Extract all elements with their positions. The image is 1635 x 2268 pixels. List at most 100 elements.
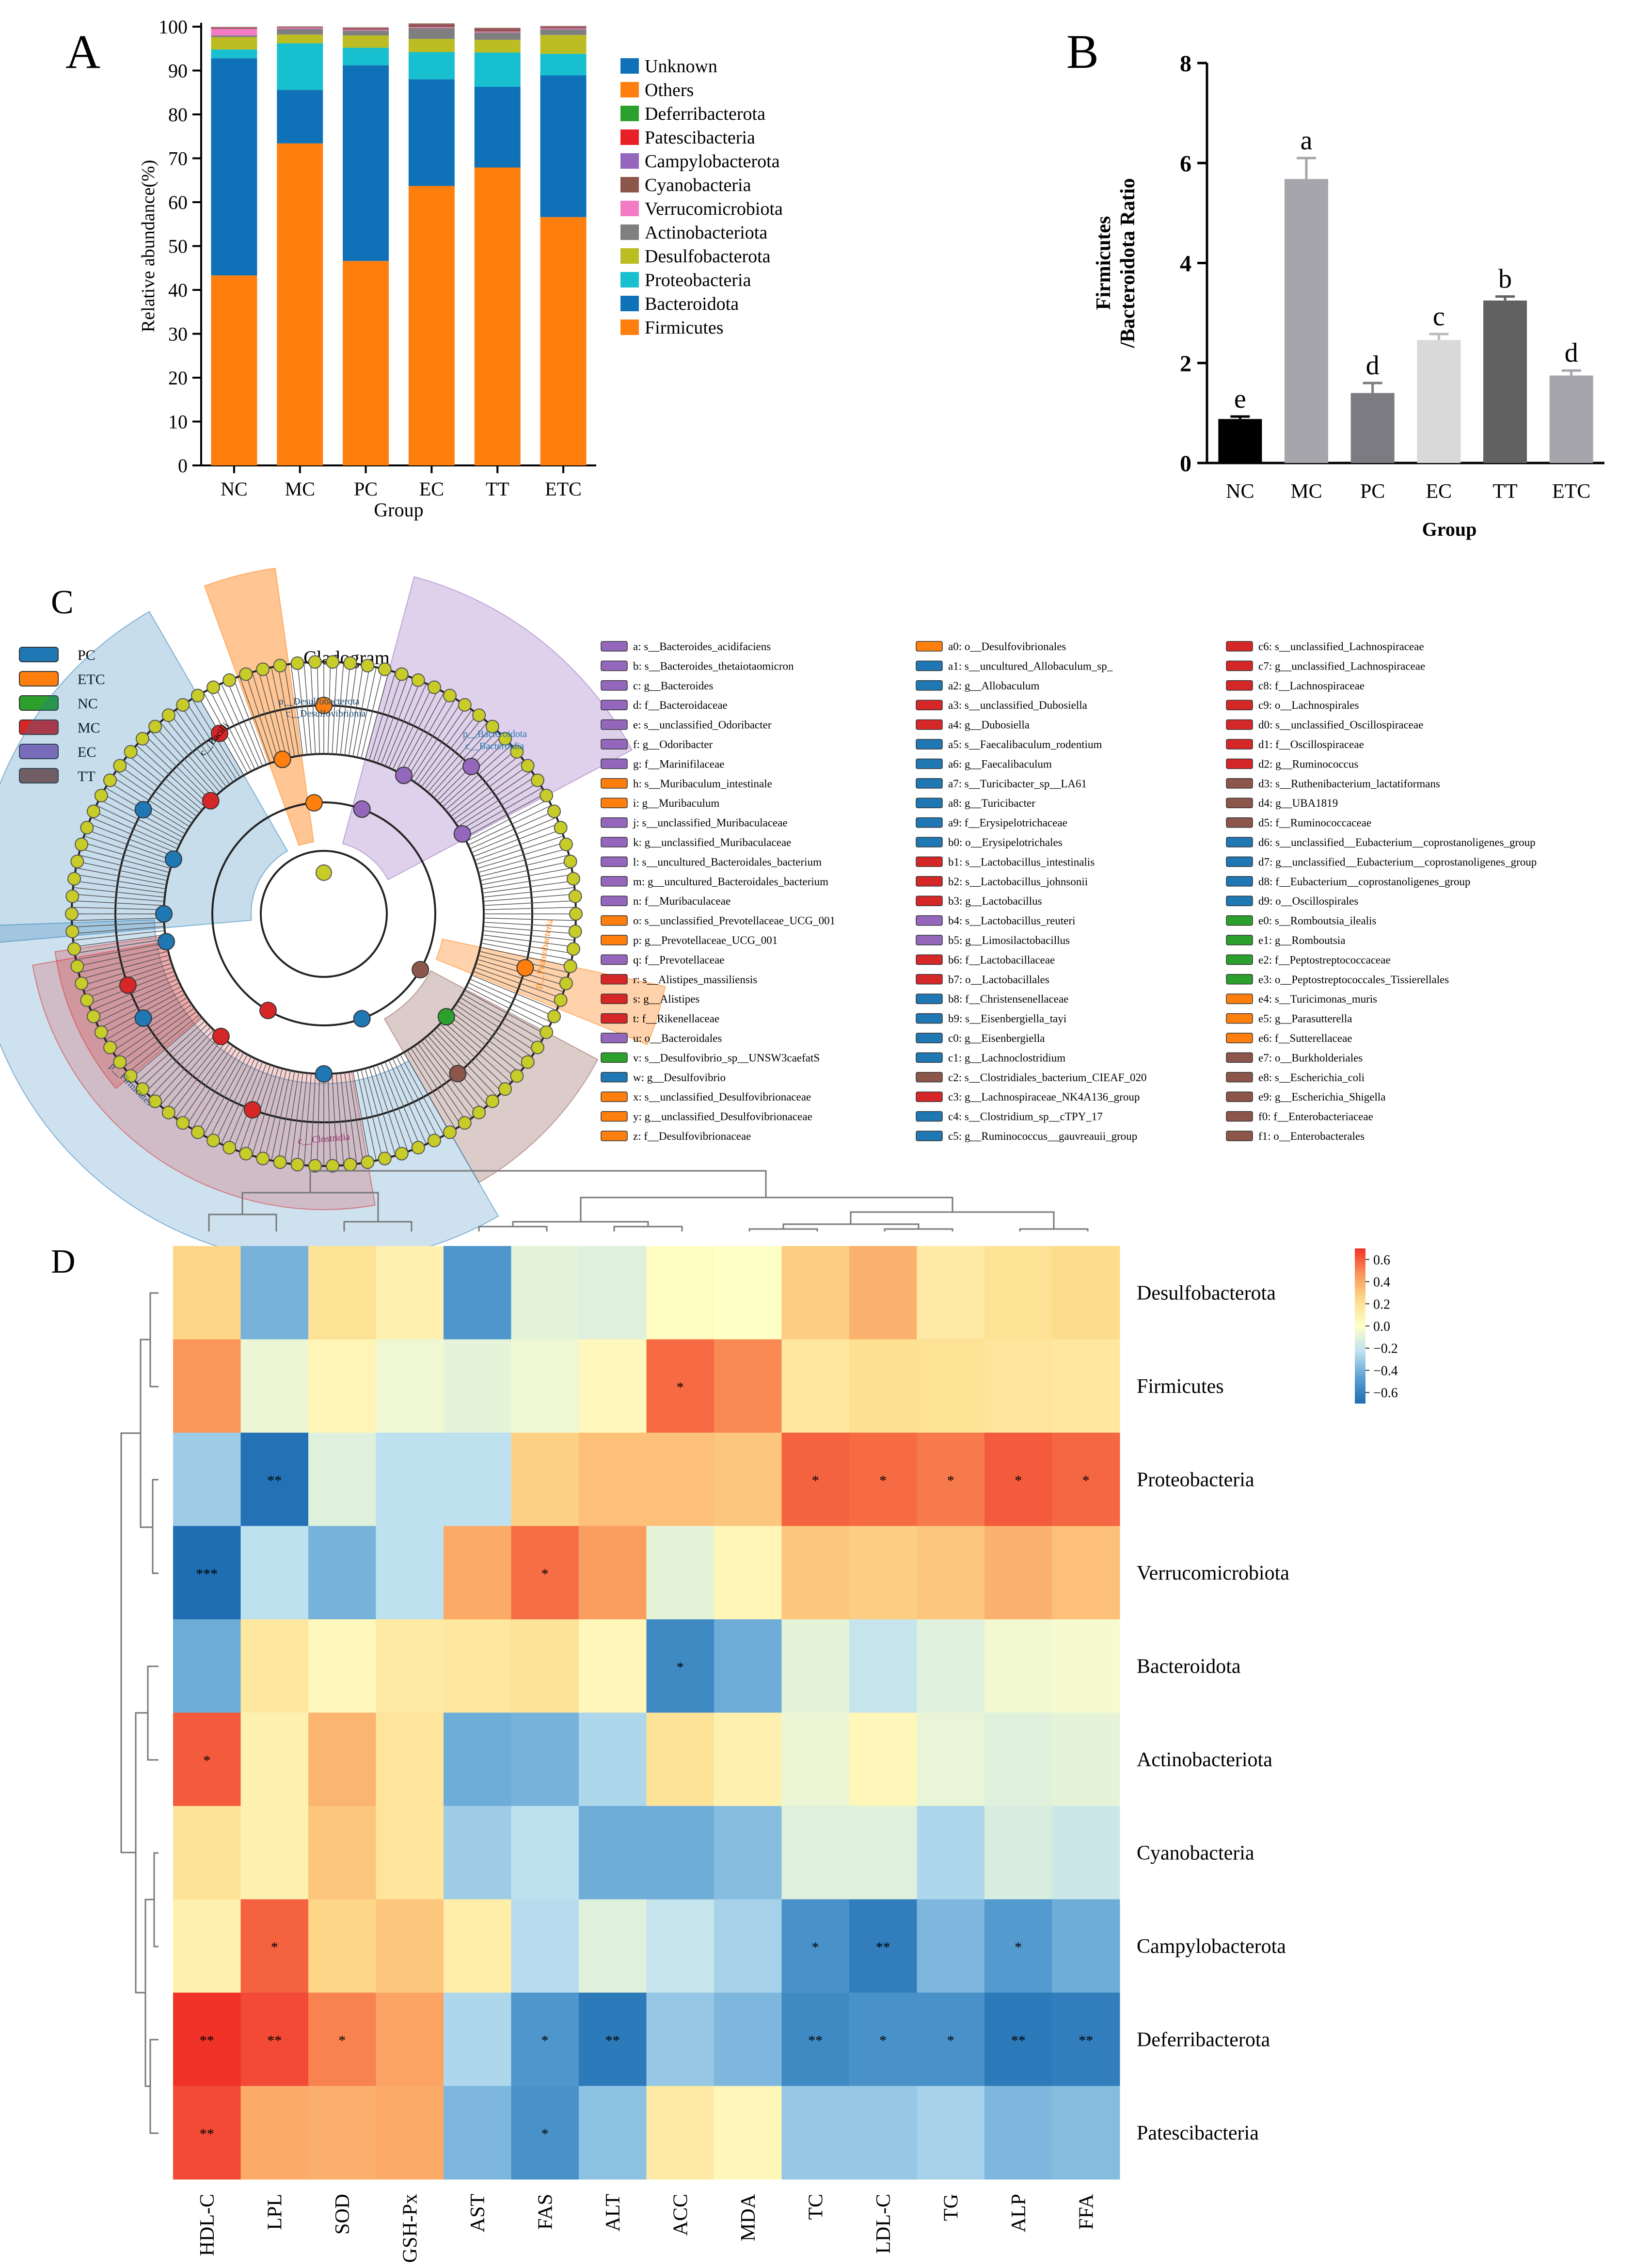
c-leaf-node <box>75 837 89 851</box>
d-heatmap-cell <box>781 1433 850 1526</box>
c-tree-branch <box>165 718 223 790</box>
c-tree-branch <box>93 978 178 1017</box>
d-heatmap-cell <box>511 2086 579 2180</box>
c-feature-label: d1: f__Oscillospiraceae <box>1258 738 1364 751</box>
d-heatmap-cell <box>511 1526 579 1620</box>
d-heatmap-cell <box>646 1433 714 1526</box>
c-feature-swatch <box>1226 1033 1253 1043</box>
c-leaf-node <box>458 698 472 712</box>
c-tree-branch <box>460 782 539 831</box>
a-legend-swatch <box>620 177 639 192</box>
a-x-tick-label: MC <box>285 478 315 500</box>
d-heatmap-cell <box>579 1246 647 1340</box>
b-significance-letter: a <box>1301 126 1313 156</box>
c-biomarker-node <box>353 1010 371 1028</box>
d-heatmap-cell <box>849 1806 917 1900</box>
c-feature-label: r: s__Alistipes_massiliensis <box>633 974 757 986</box>
a-y-tick-label: 50 <box>168 236 188 257</box>
c-feature-swatch <box>1226 1131 1253 1141</box>
d-heatmap-cell <box>308 1806 376 1900</box>
d-heatmap-cell <box>646 1339 714 1433</box>
d-heatmap-cell <box>240 1619 309 1713</box>
d-heatmap-cell <box>1052 1899 1120 1993</box>
c-biomarker-node <box>158 933 175 951</box>
c-feature-swatch <box>916 680 943 691</box>
c-feature-label: a5: s__Faecalibaculum_rodentium <box>948 738 1102 751</box>
c-tree-branch <box>264 1069 287 1159</box>
d-dendrogram-branch <box>748 1228 818 1231</box>
c-leaf-node <box>65 889 79 903</box>
c-tree-branch <box>80 955 170 980</box>
a-legend-swatch <box>620 129 639 145</box>
d-heatmap-cell <box>781 1806 850 1900</box>
d-heatmap-cell <box>376 1433 444 1526</box>
c-leaf-node <box>256 662 270 676</box>
d-significance-star: * <box>812 1472 819 1488</box>
d-heatmap-cell <box>646 1806 714 1900</box>
c-biomarker-node <box>155 905 173 923</box>
c-tree-branch <box>392 686 433 770</box>
c-feature-label: b4: s__Lactobacillus_reuteri <box>948 915 1076 927</box>
c-tree-branch <box>462 993 542 1040</box>
b-x-tick-label: EC <box>1426 480 1452 503</box>
c-feature-swatch <box>601 935 628 945</box>
c-feature-label: m: g__uncultured_Bacteroidales_bacterium <box>633 876 828 888</box>
d-heatmap-cell <box>173 1993 241 2086</box>
c-tree-branch <box>82 959 171 986</box>
c-tree-branch <box>159 722 221 793</box>
c-leaf-node <box>443 688 457 703</box>
d-heatmap-cell <box>849 2086 917 2180</box>
d-heatmap-cell <box>173 1246 241 1340</box>
c-feature-label: f: g__Odoribacter <box>633 738 713 751</box>
c-biomarker-node <box>211 724 228 742</box>
c-feature-swatch <box>916 1072 943 1083</box>
c-feature-swatch <box>601 1052 628 1063</box>
c-feature-label: g: f__Marinifilaceae <box>633 758 724 770</box>
c-tree-branch <box>417 709 473 785</box>
c-leaf-node <box>176 1116 190 1130</box>
c-leaf-node <box>148 719 162 734</box>
d-heatmap-cell <box>376 1246 444 1340</box>
d-heatmap-cell <box>984 1806 1052 1900</box>
c-tree-branch <box>447 755 520 814</box>
a-legend-label: Verrucomicrobiota <box>645 199 783 219</box>
c-tree-branch <box>155 1032 217 1102</box>
c-leaf-node <box>206 1134 221 1148</box>
d-heatmap-cell <box>579 1433 647 1526</box>
c-tree-branch <box>191 1050 241 1129</box>
c-tree-branch <box>252 672 279 761</box>
a-y-tick-label: 60 <box>168 192 188 213</box>
c-tree-branch <box>471 974 557 1011</box>
c-tree-branch <box>483 887 575 898</box>
c-tree-ring <box>211 801 436 1026</box>
d-heatmap-cell <box>173 1899 241 1993</box>
c-tree-branch <box>340 663 351 755</box>
c-group-swatch <box>19 671 59 687</box>
c-tree-branch <box>414 706 467 783</box>
c-tree-branch <box>258 670 283 760</box>
d-colorbar <box>1355 1248 1365 1404</box>
c-tree-branch <box>297 1073 308 1165</box>
d-heatmap-cell <box>376 1899 444 1993</box>
c-feature-label: u: o__Bacteroidales <box>633 1032 722 1044</box>
c-tree-branch <box>75 874 166 890</box>
d-heatmap-cell <box>579 2086 647 2180</box>
c-feature-swatch <box>601 954 628 965</box>
d-heatmap-cell <box>849 1993 917 2086</box>
d-heatmap-cell <box>579 1619 647 1713</box>
c-leaf-node <box>80 993 94 1007</box>
c-tree-branch <box>290 664 303 755</box>
d-heatmap-cell <box>511 1993 579 2086</box>
c-feature-swatch <box>916 1131 943 1141</box>
d-heatmap-cell <box>1052 1619 1120 1713</box>
d-heatmap-cell <box>714 1246 782 1340</box>
d-heatmap-cell <box>240 1433 309 1526</box>
c-leaf-node <box>378 662 392 676</box>
c-feature-swatch <box>1226 935 1253 945</box>
c-feature-swatch <box>601 1072 628 1083</box>
a-bar-segment <box>540 217 587 465</box>
c-feature-label: b6: f__Lactobacillaceae <box>948 954 1055 966</box>
a-legend-label: Desulfobacterota <box>645 246 771 267</box>
c-feature-label: c7: g__unclassified_Lachnospiraceae <box>1258 660 1425 672</box>
